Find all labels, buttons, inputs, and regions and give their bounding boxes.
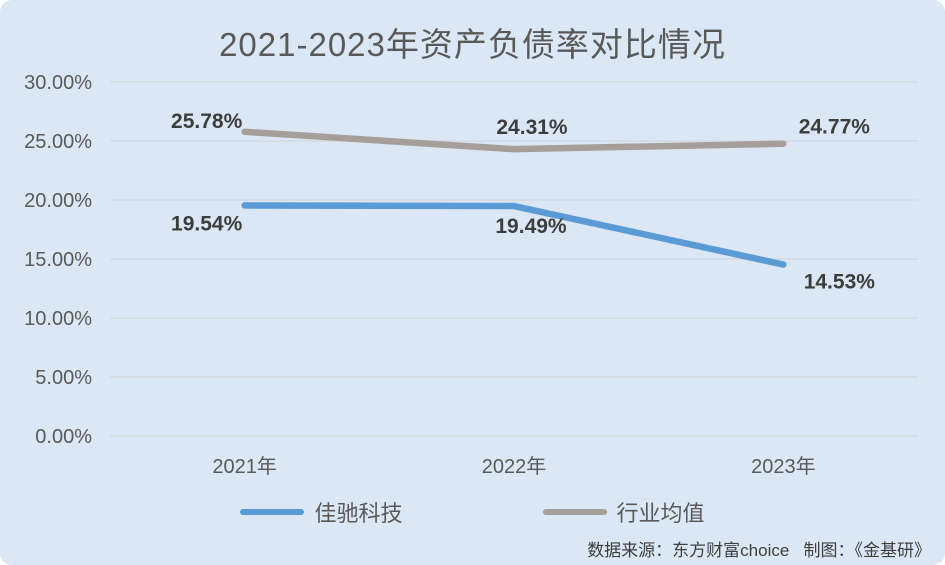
x-tick-label: 2021年 <box>212 455 277 478</box>
y-tick-label: 25.00% <box>24 131 92 153</box>
legend-marker-icon <box>240 509 305 515</box>
legend-label: 佳驰科技 <box>314 501 403 526</box>
legend-item-jiachi-keji: 佳驰科技 <box>240 496 403 528</box>
data-label: 19.49% <box>495 215 567 238</box>
data-label: 24.31% <box>496 116 568 139</box>
series-line-1 <box>241 128 787 153</box>
y-tick-label: 10.00% <box>24 308 92 330</box>
chart-title: 2021-2023年资产负债率对比情况 <box>219 26 726 63</box>
data-label: 19.54% <box>171 212 243 235</box>
data-label: 25.78% <box>171 110 243 133</box>
legend-label: 行业均值 <box>616 501 705 526</box>
legend: 佳驰科技 行业均值 <box>0 496 945 528</box>
y-tick-label: 0.00% <box>35 426 92 448</box>
y-tick-label: 30.00% <box>24 72 92 94</box>
y-tick-label: 5.00% <box>35 367 92 389</box>
y-tick-label: 20.00% <box>24 190 92 212</box>
legend-item-hangye-junzhi: 行业均值 <box>542 496 705 528</box>
x-tick-label: 2023年 <box>751 455 816 478</box>
x-tick-label: 2022年 <box>482 455 547 478</box>
data-source-credit: 数据来源：东方财富choice 制图：《金基研》 <box>587 541 931 560</box>
data-label: 24.77% <box>799 116 871 139</box>
y-tick-label: 15.00% <box>24 249 92 271</box>
data-label: 14.53% <box>804 271 876 294</box>
legend-marker-icon <box>542 509 607 515</box>
series-line-0 <box>241 202 787 268</box>
